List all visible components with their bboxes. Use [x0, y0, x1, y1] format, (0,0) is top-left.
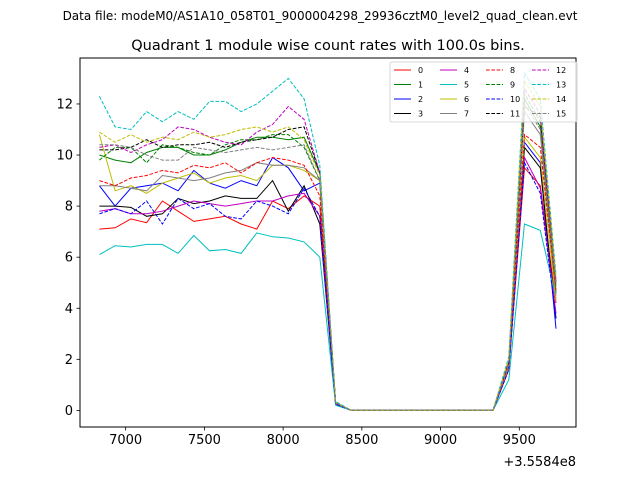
- legend-box: [389, 61, 578, 123]
- x-tick-label: 7000: [109, 433, 142, 448]
- x-offset-label: +3.5584e8: [503, 455, 576, 470]
- legend-label-3: 3: [418, 110, 423, 119]
- x-tick-label: 8000: [267, 433, 300, 448]
- y-tick-label: 6: [65, 251, 73, 266]
- legend-label-13: 13: [556, 81, 566, 90]
- series-layer: [98, 71, 557, 411]
- y-tick-label: 8: [65, 200, 73, 215]
- chart-title: Quadrant 1 module wise count rates with …: [131, 38, 525, 54]
- legend-label-12: 12: [556, 66, 566, 75]
- x-tick-label: 7500: [188, 433, 221, 448]
- y-tick-label: 4: [65, 302, 73, 317]
- x-tick-label: 8500: [345, 433, 378, 448]
- y-axis: 0 2 4 6 8 10 12: [56, 97, 80, 419]
- y-tick-label: 2: [65, 353, 73, 368]
- x-tick-label: 9000: [424, 433, 457, 448]
- legend-label-6: 6: [464, 95, 469, 104]
- chart-suptitle: Data file: modeM0/AS1A10_058T01_90000042…: [63, 9, 578, 23]
- y-tick-label: 12: [56, 97, 73, 112]
- x-tick-label: 9500: [503, 433, 536, 448]
- y-tick-label: 0: [65, 404, 73, 419]
- legend-label-2: 2: [418, 95, 423, 104]
- x-axis: 7000 7500 8000 8500 9000 9500: [109, 427, 536, 448]
- plot-frame: [79, 57, 577, 428]
- legend-label-14: 14: [556, 95, 566, 104]
- legend-label-10: 10: [510, 95, 520, 104]
- legend-label-9: 9: [510, 81, 515, 90]
- legend-label-11: 11: [510, 110, 520, 119]
- legend-label-0: 0: [418, 66, 423, 75]
- y-tick-label: 10: [56, 149, 73, 164]
- legend-label-15: 15: [556, 110, 566, 119]
- legend-label-4: 4: [464, 66, 469, 75]
- legend-label-1: 1: [418, 81, 423, 90]
- legend-label-8: 8: [510, 66, 515, 75]
- series-line-15: [99, 102, 557, 411]
- legend-label-7: 7: [464, 110, 469, 119]
- legend-label-5: 5: [464, 81, 469, 90]
